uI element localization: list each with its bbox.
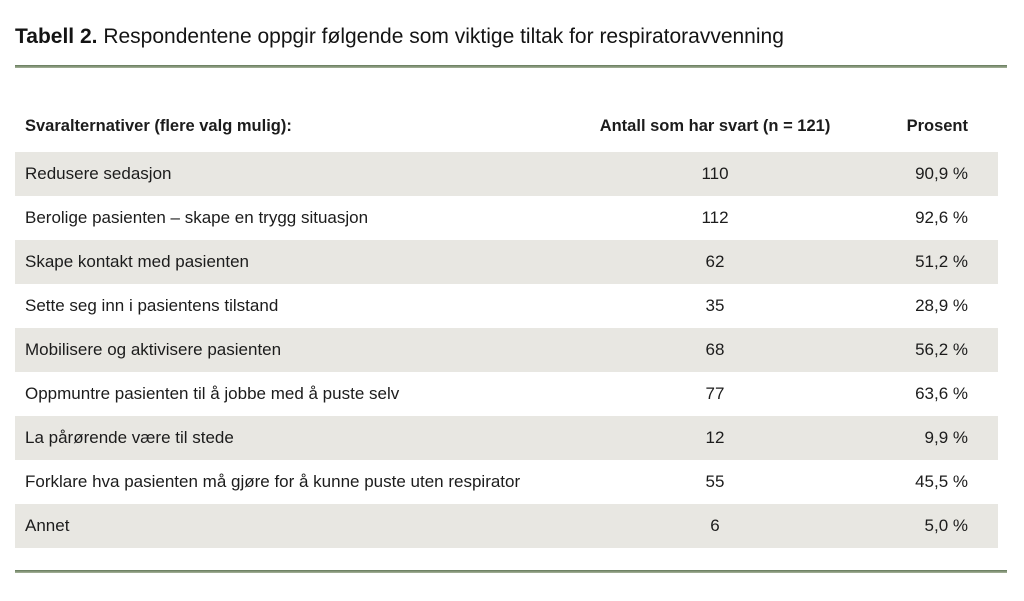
table-row: Skape kontakt med pasienten 62 51,2 % (15, 240, 998, 284)
row-prosent: 90,9 % (915, 164, 968, 183)
row-prosent: 63,6 % (915, 384, 968, 403)
table-rows: Redusere sedasjon 110 90,9 % Berolige pasie… (15, 152, 998, 548)
row-alternativ: Mobilisere og aktivisere pasienten (25, 340, 282, 359)
row-prosent: 51,2 % (915, 252, 968, 271)
row-alternativ: Sette seg inn i pasientens tilstand (25, 296, 279, 315)
row-alternativ: Redusere sedasjon (25, 164, 172, 183)
row-prosent: 9,9 % (924, 428, 968, 447)
row-alternativ: Forklare hva pasienten må gjøre for å ku… (25, 472, 521, 491)
table-title: Tabell 2. Respondentene oppgir følgende … (15, 24, 784, 50)
top-rule (15, 65, 1007, 68)
table-row: Oppmuntre pasienten til å jobbe med å pu… (15, 372, 998, 416)
table-row: La pårørende være til stede 12 9,9 % (15, 416, 998, 460)
table-row: Forklare hva pasienten må gjøre for å ku… (15, 460, 998, 504)
bottom-rule (15, 570, 1007, 573)
row-antall: 110 (701, 164, 729, 183)
column-header-prosent: Prosent (906, 116, 968, 135)
table-title-text: Respondentene oppgir følgende som viktig… (103, 25, 784, 48)
table-header-row: Svaralternativer (flere valg mulig): Ant… (15, 106, 998, 146)
row-antall: 12 (705, 428, 725, 447)
row-alternativ: Oppmuntre pasienten til å jobbe med å pu… (25, 384, 400, 403)
row-alternativ: Annet (25, 516, 70, 535)
row-antall: 6 (710, 516, 720, 535)
row-antall: 112 (701, 208, 729, 227)
row-prosent: 56,2 % (915, 340, 968, 359)
table-row: Berolige pasienten – skape en trygg situ… (15, 196, 998, 240)
row-alternativ: Skape kontakt med pasienten (25, 252, 249, 271)
row-antall: 62 (705, 252, 725, 271)
table-row: Annet 6 5,0 % (15, 504, 998, 548)
table-row: Redusere sedasjon 110 90,9 % (15, 152, 998, 196)
row-prosent: 92,6 % (915, 208, 968, 227)
row-antall: 77 (705, 384, 725, 403)
row-antall: 55 (705, 472, 725, 491)
column-header-svaralternativer: Svaralternativer (flere valg mulig): (25, 116, 292, 135)
row-antall: 35 (705, 296, 725, 315)
table-title-label: Tabell 2. (15, 25, 98, 48)
row-prosent: 28,9 % (915, 296, 968, 315)
column-header-antall: Antall som har svart (n = 121) (599, 116, 831, 135)
row-prosent: 5,0 % (924, 516, 968, 535)
row-prosent: 45,5 % (915, 472, 968, 491)
table-row: Mobilisere og aktivisere pasienten 68 56,2… (15, 328, 998, 372)
row-alternativ: Berolige pasienten – skape en trygg situ… (25, 208, 369, 227)
row-alternativ: La pårørende være til stede (25, 428, 234, 447)
table-row: Sette seg inn i pasientens tilstand 35 28,… (15, 284, 998, 328)
row-antall: 68 (705, 340, 725, 359)
